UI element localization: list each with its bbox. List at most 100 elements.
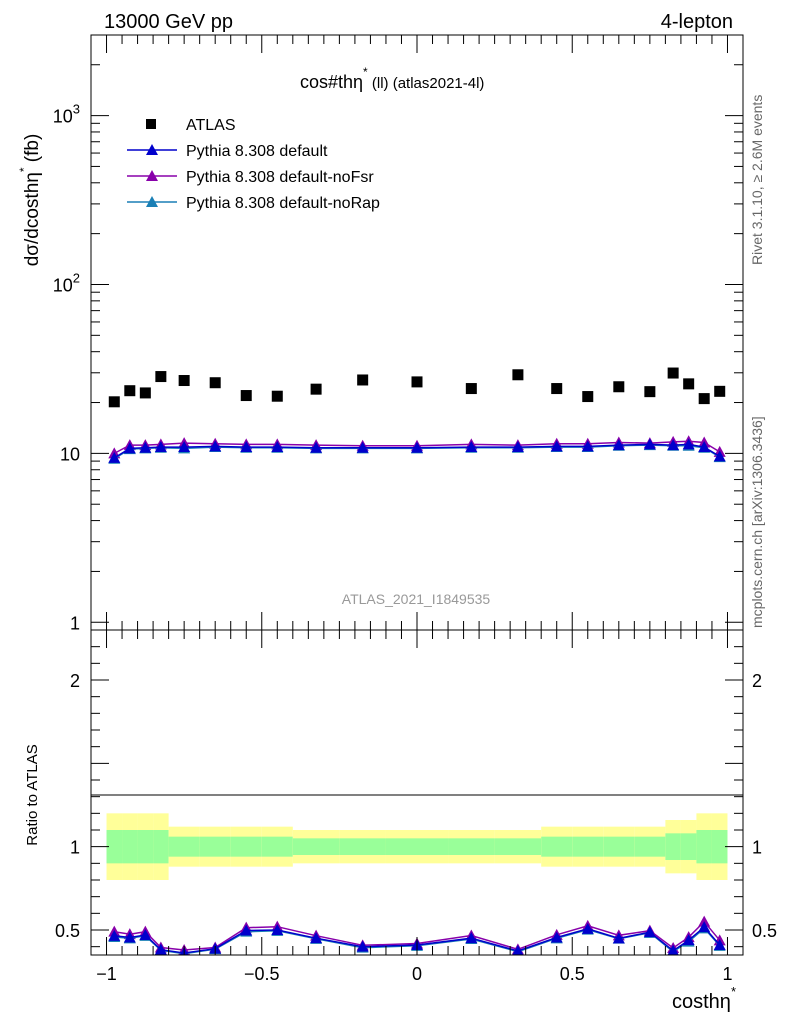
- mc-point: [698, 441, 711, 453]
- atlas-point: [209, 377, 221, 389]
- legend-marker-nofsr: [146, 170, 158, 181]
- ratio-point: [667, 944, 679, 955]
- mc-point: [178, 441, 191, 453]
- band-inner: [137, 830, 154, 864]
- band-inner: [106, 830, 123, 864]
- ratio-point: [465, 932, 478, 944]
- header-right: 4-lepton: [661, 11, 733, 33]
- y-tick-label-exp: 3: [73, 102, 80, 117]
- ratio-point: [271, 924, 284, 935]
- mc-point: [411, 441, 423, 453]
- atlas-point: [108, 396, 120, 408]
- atlas-point: [271, 390, 283, 402]
- legend-label-atlas: ATLAS: [186, 117, 236, 134]
- x-tick-label: 0.5: [560, 964, 585, 984]
- mc-point: [612, 439, 625, 451]
- ratio-point: [356, 940, 369, 952]
- y-tick-label-exp: 2: [73, 270, 80, 285]
- band-inner: [261, 836, 293, 857]
- mc-point: [550, 440, 563, 452]
- y-axis-label-sup: *: [17, 167, 31, 172]
- band-inner: [541, 836, 573, 857]
- mc-point: [667, 439, 680, 451]
- legend: ATLAS Pythia 8.308 default Pythia 8.308 …: [127, 117, 380, 212]
- ratio-ticks: 0.5 0.5 1 1 2 2: [55, 630, 777, 955]
- band-inner: [199, 836, 231, 857]
- atlas-point: [139, 387, 151, 399]
- ratio-point: [698, 921, 711, 933]
- band-inner: [572, 836, 604, 857]
- atlas-point: [698, 393, 710, 405]
- ratio-point: [123, 931, 136, 943]
- atlas-point: [512, 369, 524, 381]
- ratio-point: [310, 932, 323, 944]
- band-inner: [634, 836, 666, 857]
- x-tick-label: 0: [412, 964, 422, 984]
- mc-point: [310, 441, 323, 453]
- plot-title-main: cos#thη: [300, 72, 363, 92]
- plot-title-rest: (ll) (atlas2021-4l): [368, 75, 485, 92]
- ratio-y-tick-label: 0.5: [55, 921, 80, 941]
- legend-label-nofsr: Pythia 8.308 default-noFsr: [186, 169, 374, 186]
- y-tick-label: 102: [53, 270, 80, 295]
- band-inner: [153, 830, 169, 864]
- atlas-point: [178, 375, 190, 387]
- band-inner: [494, 838, 542, 855]
- y-axis-label-main: dσ/dcosthη: [22, 172, 43, 266]
- ratio-point: [139, 929, 152, 940]
- mc-point: [511, 441, 524, 453]
- ratio-y-tick-label-right: 1: [752, 838, 762, 858]
- mc-point: [643, 438, 656, 450]
- ratio-y-tick-label: 1: [70, 838, 80, 858]
- x-tick-label: 1: [722, 964, 732, 984]
- ratio-y-tick-label-right: 0.5: [752, 921, 777, 941]
- mc-point: [108, 451, 121, 463]
- atlas-point: [240, 390, 252, 402]
- mc-point: [240, 441, 253, 453]
- band-inner: [230, 836, 262, 857]
- ratio-point: [512, 945, 524, 955]
- ratio-point: [240, 924, 253, 936]
- legend-marker-atlas: [146, 119, 156, 129]
- mc-point: [581, 440, 594, 452]
- ratio-point: [154, 943, 167, 955]
- rivet-label: Rivet 3.1.10, ≥ 2.6M events: [749, 95, 765, 265]
- mc-point: [139, 441, 152, 453]
- x-tick-label: −0.5: [244, 964, 280, 984]
- band-inner: [680, 833, 697, 860]
- ratio-y-tick-label-right: 2: [752, 671, 762, 691]
- ratio-point: [108, 929, 121, 941]
- band-inner: [385, 838, 449, 855]
- band-inner: [665, 833, 681, 860]
- atlas-point: [310, 383, 322, 395]
- mc-point: [465, 441, 478, 453]
- x-axis-label-main: costhη: [672, 991, 731, 1013]
- ratio-point: [713, 939, 726, 950]
- mc-point: [154, 441, 167, 453]
- ratio-plot: 0.5 0.5 1 1 2 2 Ratio to ATLAS: [24, 629, 777, 956]
- atlas-point: [582, 391, 594, 403]
- plot-title-sup: *: [363, 65, 368, 79]
- mc-point: [123, 442, 136, 454]
- band-inner: [711, 830, 728, 864]
- atlas-point: [613, 381, 625, 393]
- y-tick-label: 103: [53, 102, 80, 127]
- ratio-point: [581, 922, 594, 934]
- mc-point: [713, 450, 726, 462]
- legend-marker-norap: [146, 196, 158, 207]
- ratio-y-axis-label: Ratio to ATLAS: [24, 744, 41, 845]
- watermark: ATLAS_2021_I1849535: [342, 591, 491, 607]
- ratio-frame: [90, 629, 744, 956]
- atlas-point: [644, 386, 656, 398]
- x-axis-label-sup: *: [731, 984, 736, 999]
- band-inner: [339, 838, 386, 855]
- atlas-point: [124, 385, 136, 397]
- ratio-y-tick-label: 2: [70, 671, 80, 691]
- ratio-point: [682, 934, 695, 946]
- plot-title: cos#thη* (ll) (atlas2021-4l): [300, 65, 484, 92]
- atlas-point: [551, 383, 563, 395]
- x-tick-label: −1: [96, 964, 117, 984]
